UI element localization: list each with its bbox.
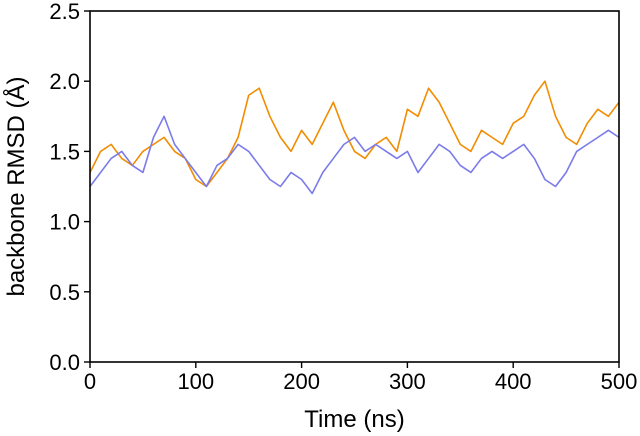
y-tick-label: 2.5	[49, 0, 80, 24]
x-tick-label: 500	[601, 369, 638, 394]
axis-layer: 0 100 200 300 400 500 0.0 0.5 1.0 1.5 2.0 2.5	[49, 0, 637, 394]
y-axis-label: backbone RMSD (Å)	[2, 76, 30, 296]
series-layer	[89, 80, 620, 195]
x-tick-label: 300	[389, 369, 426, 394]
plot-frame	[89, 10, 620, 363]
y-tick-label: 0.0	[49, 350, 80, 375]
x-tick-label: 100	[177, 369, 214, 394]
series-1-line	[89, 80, 620, 188]
x-tick-label: 0	[84, 369, 96, 394]
y-tick-label: 1.0	[49, 210, 80, 235]
x-tick-label: 200	[283, 369, 320, 394]
y-tick-label: 0.5	[49, 280, 80, 305]
y-tick-label: 1.5	[49, 139, 80, 164]
x-tick-label: 400	[495, 369, 532, 394]
y-tick-label: 2.0	[49, 69, 80, 94]
series-2-line	[89, 115, 620, 195]
x-axis-label: Time (ns)	[304, 406, 404, 433]
